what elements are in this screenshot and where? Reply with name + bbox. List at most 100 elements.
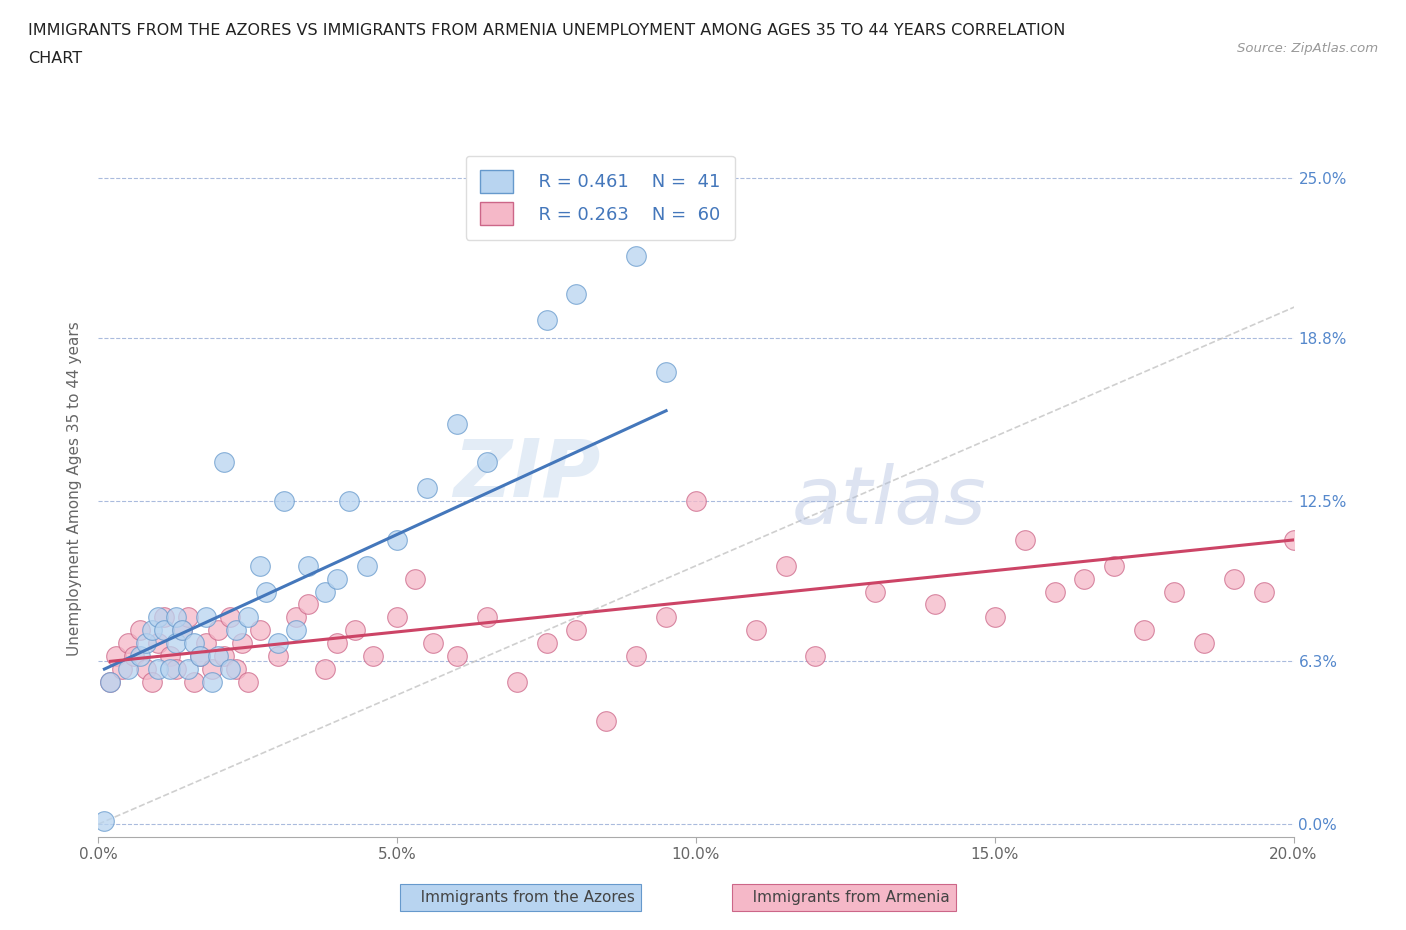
Point [284, 610, 307, 625]
Point [446, 417, 468, 432]
Point [153, 610, 176, 625]
Point [148, 610, 170, 625]
Point [422, 636, 444, 651]
Point [141, 674, 163, 689]
Text: IMMIGRANTS FROM THE AZORES VS IMMIGRANTS FROM ARMENIA UNEMPLOYMENT AMONG AGES 35: IMMIGRANTS FROM THE AZORES VS IMMIGRANTS… [28, 23, 1066, 38]
Point [183, 674, 205, 689]
Point [153, 623, 176, 638]
Point [236, 674, 259, 689]
Point [356, 558, 378, 573]
Point [273, 494, 295, 509]
Point [315, 661, 337, 676]
Point [475, 610, 498, 625]
Point [626, 248, 648, 263]
Point [165, 610, 187, 625]
Point [207, 623, 229, 638]
Point [105, 649, 128, 664]
Point [536, 636, 558, 651]
Point [254, 584, 277, 599]
Legend:   R = 0.461    N =  41,   R = 0.263    N =  60: R = 0.461 N = 41, R = 0.263 N = 60 [465, 155, 735, 240]
Point [135, 661, 157, 676]
Point [188, 649, 211, 664]
Point [225, 623, 247, 638]
Point [1043, 584, 1066, 599]
Point [195, 610, 218, 625]
Point [1282, 533, 1305, 548]
Point [225, 661, 247, 676]
Point [201, 661, 224, 676]
Point [865, 584, 887, 599]
Point [1192, 636, 1215, 651]
Point [595, 713, 617, 728]
Text: Source: ZipAtlas.com: Source: ZipAtlas.com [1237, 42, 1378, 55]
Text: Immigrants from Armenia: Immigrants from Armenia [738, 890, 949, 905]
Point [326, 636, 349, 651]
Point [385, 533, 409, 548]
Point [536, 312, 558, 327]
Text: atlas: atlas [792, 463, 987, 541]
Point [267, 649, 290, 664]
Point [219, 661, 242, 676]
Point [339, 494, 360, 509]
Point [207, 649, 229, 664]
Text: ZIP: ZIP [453, 435, 600, 513]
Point [385, 610, 409, 625]
Point [655, 610, 678, 625]
Point [344, 623, 367, 638]
Point [135, 636, 157, 651]
Point [565, 623, 588, 638]
Point [626, 649, 648, 664]
Point [1133, 623, 1156, 638]
Point [924, 597, 946, 612]
Point [172, 623, 194, 638]
Point [1014, 533, 1036, 548]
Point [416, 481, 439, 496]
Point [297, 558, 319, 573]
Point [775, 558, 797, 573]
Y-axis label: Unemployment Among Ages 35 to 44 years: Unemployment Among Ages 35 to 44 years [67, 321, 83, 656]
Point [1253, 584, 1275, 599]
Point [984, 610, 1007, 625]
Point [212, 455, 235, 470]
Point [129, 623, 152, 638]
Point [159, 661, 181, 676]
Point [326, 571, 349, 586]
Point [111, 661, 134, 676]
Point [236, 610, 259, 625]
Point [219, 610, 242, 625]
Point [124, 649, 146, 664]
Point [1223, 571, 1246, 586]
Point [249, 623, 271, 638]
Point [100, 674, 122, 689]
Point [249, 558, 271, 573]
Point [565, 287, 588, 302]
Point [165, 636, 187, 651]
Point [93, 814, 115, 829]
Point [1073, 571, 1095, 586]
Point [212, 649, 235, 664]
Point [1104, 558, 1126, 573]
Text: CHART: CHART [28, 51, 82, 66]
Point [129, 649, 152, 664]
Point [231, 636, 253, 651]
Point [195, 636, 218, 651]
Point [148, 661, 170, 676]
Point [117, 661, 139, 676]
Point [475, 455, 498, 470]
Point [172, 623, 194, 638]
Point [141, 623, 163, 638]
Point [745, 623, 768, 638]
Point [177, 610, 200, 625]
Point [177, 661, 200, 676]
Point [685, 494, 707, 509]
Point [506, 674, 529, 689]
Point [201, 674, 224, 689]
Point [183, 636, 205, 651]
Point [315, 584, 337, 599]
Text: Immigrants from the Azores: Immigrants from the Azores [406, 890, 634, 905]
Point [117, 636, 139, 651]
Point [188, 649, 211, 664]
Point [363, 649, 385, 664]
Point [100, 674, 122, 689]
Point [404, 571, 426, 586]
